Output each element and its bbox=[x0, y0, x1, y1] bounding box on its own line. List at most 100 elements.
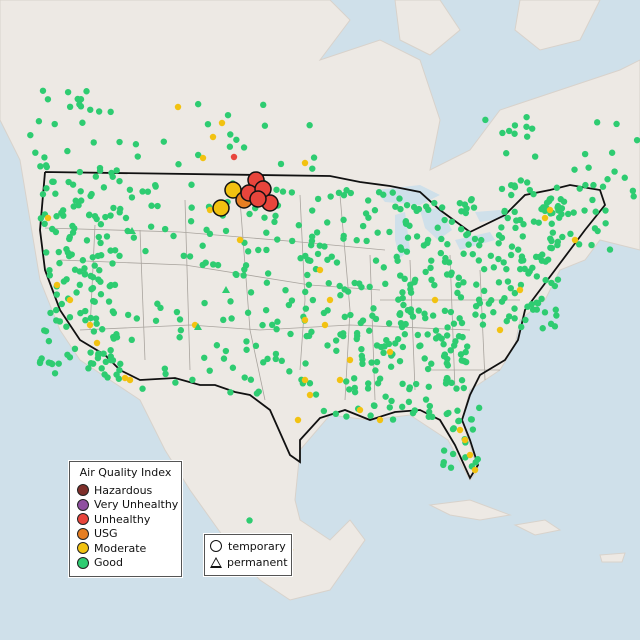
station-marker bbox=[107, 108, 114, 116]
station-marker bbox=[43, 185, 50, 192]
station-marker bbox=[232, 270, 239, 278]
station-marker bbox=[456, 199, 464, 207]
station-marker bbox=[96, 164, 104, 172]
station-marker bbox=[525, 270, 532, 277]
station-marker bbox=[176, 334, 183, 341]
very-unhealthy-swatch bbox=[77, 498, 89, 511]
station-marker bbox=[454, 407, 461, 414]
station-marker bbox=[358, 352, 366, 360]
station-marker bbox=[91, 212, 99, 220]
station-marker bbox=[272, 350, 280, 358]
station-marker bbox=[180, 252, 187, 260]
legend-label: USG bbox=[94, 527, 118, 541]
station-marker bbox=[346, 356, 354, 364]
station-marker bbox=[540, 204, 547, 211]
station-marker bbox=[45, 337, 53, 345]
station-marker bbox=[64, 249, 72, 256]
station-marker bbox=[490, 264, 498, 271]
station-marker bbox=[97, 291, 105, 298]
good-swatch bbox=[77, 556, 89, 569]
station-marker bbox=[431, 281, 438, 289]
station-marker bbox=[414, 331, 422, 339]
station-marker bbox=[336, 376, 344, 384]
station-marker bbox=[559, 233, 566, 241]
station-marker bbox=[194, 100, 202, 108]
station-marker bbox=[113, 371, 120, 378]
station-marker bbox=[532, 253, 540, 261]
station-marker bbox=[505, 127, 513, 135]
station-marker bbox=[134, 153, 141, 160]
station-marker bbox=[65, 178, 72, 186]
hazardous-swatch bbox=[77, 484, 89, 497]
station-marker bbox=[363, 237, 370, 245]
station-marker bbox=[227, 131, 234, 138]
station-marker bbox=[513, 217, 520, 224]
station-marker bbox=[523, 113, 530, 121]
station-marker bbox=[415, 205, 423, 213]
station-marker bbox=[188, 181, 195, 188]
station-marker bbox=[613, 120, 620, 128]
permanent-station-marker bbox=[222, 286, 230, 293]
station-marker bbox=[589, 196, 596, 204]
station-marker bbox=[401, 331, 409, 338]
station-marker bbox=[444, 362, 452, 369]
station-marker bbox=[274, 236, 281, 243]
station-marker bbox=[126, 186, 134, 193]
station-marker bbox=[371, 207, 379, 214]
station-marker bbox=[500, 259, 507, 266]
station-marker bbox=[476, 242, 483, 249]
station-marker bbox=[199, 242, 206, 249]
station-marker bbox=[52, 306, 60, 314]
station-marker bbox=[309, 165, 316, 172]
station-marker bbox=[224, 111, 232, 119]
station-marker bbox=[544, 256, 552, 263]
station-marker bbox=[367, 412, 374, 419]
station-marker bbox=[455, 281, 462, 289]
station-marker bbox=[69, 222, 76, 230]
station-marker bbox=[388, 397, 395, 405]
station-marker bbox=[130, 234, 138, 241]
station-marker bbox=[79, 257, 87, 264]
station-marker bbox=[447, 347, 454, 354]
station-marker bbox=[450, 342, 458, 349]
station-marker bbox=[409, 313, 417, 320]
station-marker bbox=[458, 377, 466, 384]
triangle-icon bbox=[210, 556, 222, 568]
station-marker bbox=[89, 254, 96, 261]
legend-item-unhealthy: Unhealthy bbox=[70, 512, 181, 527]
station-marker bbox=[306, 380, 314, 387]
station-marker bbox=[97, 278, 104, 285]
station-marker bbox=[372, 315, 380, 323]
station-marker bbox=[92, 315, 100, 322]
station-marker bbox=[585, 164, 592, 171]
station-marker bbox=[473, 281, 480, 288]
station-marker bbox=[485, 300, 493, 307]
station-marker bbox=[227, 389, 234, 396]
legend-label: Hazardous bbox=[94, 483, 153, 497]
station-marker bbox=[406, 384, 414, 391]
station-marker bbox=[252, 342, 260, 350]
station-marker bbox=[420, 242, 428, 249]
station-marker bbox=[389, 416, 397, 423]
station-marker bbox=[79, 119, 86, 126]
station-marker bbox=[517, 265, 524, 273]
station-marker bbox=[370, 402, 378, 409]
station-marker bbox=[264, 270, 272, 277]
station-marker bbox=[608, 149, 616, 156]
station-marker bbox=[373, 358, 381, 366]
station-marker bbox=[53, 281, 61, 289]
station-marker bbox=[106, 282, 113, 290]
station-marker bbox=[358, 345, 365, 353]
station-marker bbox=[541, 309, 549, 316]
station-marker bbox=[621, 174, 628, 181]
station-marker bbox=[364, 197, 372, 204]
station-marker bbox=[490, 309, 497, 316]
station-marker bbox=[590, 181, 597, 189]
station-marker bbox=[591, 225, 599, 232]
smoke-hotspot-stations bbox=[212, 171, 279, 217]
station-marker bbox=[380, 191, 387, 198]
station-marker bbox=[309, 296, 317, 304]
station-marker bbox=[428, 257, 435, 264]
station-marker bbox=[400, 301, 407, 309]
station-marker bbox=[514, 246, 522, 253]
